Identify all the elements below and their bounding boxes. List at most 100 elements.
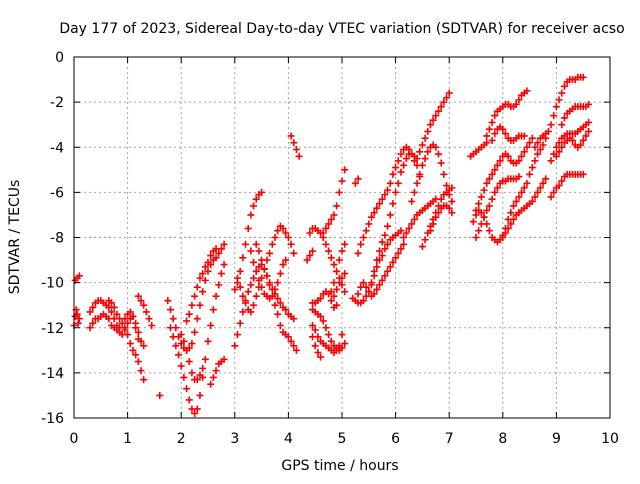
data-point xyxy=(493,161,501,169)
data-point xyxy=(477,220,485,228)
data-point xyxy=(177,331,185,339)
data-point xyxy=(426,227,434,235)
data-point xyxy=(483,139,491,147)
series-10 xyxy=(183,245,220,325)
data-point xyxy=(233,331,241,339)
data-point xyxy=(258,256,266,264)
data-point xyxy=(378,195,386,203)
data-point xyxy=(306,252,314,260)
data-point xyxy=(499,234,507,241)
data-point xyxy=(330,279,338,287)
data-point xyxy=(236,283,244,291)
data-point xyxy=(292,346,300,354)
data-point xyxy=(212,245,220,253)
data-point xyxy=(397,168,405,176)
series-26 xyxy=(327,240,349,296)
data-point xyxy=(309,247,317,255)
x-tick-label: 6 xyxy=(391,431,400,447)
data-point xyxy=(370,209,378,217)
data-point xyxy=(247,281,255,289)
data-point xyxy=(585,127,593,135)
data-point xyxy=(140,376,148,384)
data-point xyxy=(381,191,389,199)
data-point xyxy=(252,267,260,275)
data-point xyxy=(276,321,284,329)
data-point xyxy=(188,340,196,348)
data-point xyxy=(338,247,346,255)
x-tick-label: 8 xyxy=(498,431,507,447)
data-point xyxy=(199,364,207,372)
data-point xyxy=(335,256,343,264)
data-point xyxy=(376,247,384,255)
data-point xyxy=(418,141,426,149)
data-point xyxy=(247,211,255,219)
series-12 xyxy=(231,261,300,354)
data-point xyxy=(354,249,362,257)
data-point xyxy=(239,292,247,300)
data-point xyxy=(341,270,349,278)
data-point xyxy=(510,215,518,223)
data-point xyxy=(183,317,191,325)
data-point xyxy=(434,150,442,158)
data-point xyxy=(547,193,555,201)
data-point xyxy=(274,227,282,235)
data-point xyxy=(330,261,338,269)
data-points xyxy=(70,73,593,417)
y-tick-label: -12 xyxy=(41,321,64,337)
data-point xyxy=(585,118,593,126)
data-point xyxy=(175,351,183,359)
data-point xyxy=(408,220,416,228)
data-point xyxy=(424,148,432,156)
data-point xyxy=(306,229,314,237)
data-point xyxy=(381,245,389,253)
data-point xyxy=(373,263,381,271)
data-point xyxy=(244,288,252,296)
data-point xyxy=(418,161,426,169)
data-point xyxy=(397,150,405,158)
data-point xyxy=(386,263,394,271)
y-tick-label: -16 xyxy=(41,411,64,427)
data-point xyxy=(330,211,338,219)
data-point xyxy=(434,209,442,217)
data-point xyxy=(515,96,523,104)
series-18 xyxy=(306,166,349,237)
data-point xyxy=(193,283,201,291)
data-point xyxy=(429,116,437,124)
data-point xyxy=(392,188,400,196)
data-point xyxy=(477,193,485,201)
data-point xyxy=(389,200,397,208)
data-point xyxy=(196,301,204,309)
data-point xyxy=(550,112,558,120)
data-point xyxy=(201,276,209,284)
data-point xyxy=(520,148,528,156)
data-point xyxy=(185,310,193,318)
data-point xyxy=(333,202,341,210)
data-point xyxy=(386,179,394,187)
data-point xyxy=(284,333,292,341)
data-point xyxy=(550,188,558,196)
data-point xyxy=(491,188,499,196)
data-point xyxy=(271,290,279,298)
data-point xyxy=(568,136,576,144)
data-point xyxy=(244,224,252,232)
data-point xyxy=(555,96,563,104)
series-4 xyxy=(105,297,148,384)
data-point xyxy=(124,331,132,339)
data-point xyxy=(534,150,542,158)
data-point xyxy=(526,170,534,178)
data-point xyxy=(367,279,375,287)
x-tick-label: 10 xyxy=(601,431,619,447)
data-point xyxy=(496,157,504,165)
data-point xyxy=(389,258,397,266)
series-13 xyxy=(231,188,266,293)
data-point xyxy=(207,380,215,388)
data-point xyxy=(413,179,421,187)
data-point xyxy=(193,376,201,384)
data-point xyxy=(552,103,560,111)
data-point xyxy=(271,234,279,241)
data-point xyxy=(266,249,274,257)
data-point xyxy=(311,326,319,334)
series-25 xyxy=(330,270,349,300)
data-point xyxy=(282,306,290,314)
data-point xyxy=(351,179,359,187)
